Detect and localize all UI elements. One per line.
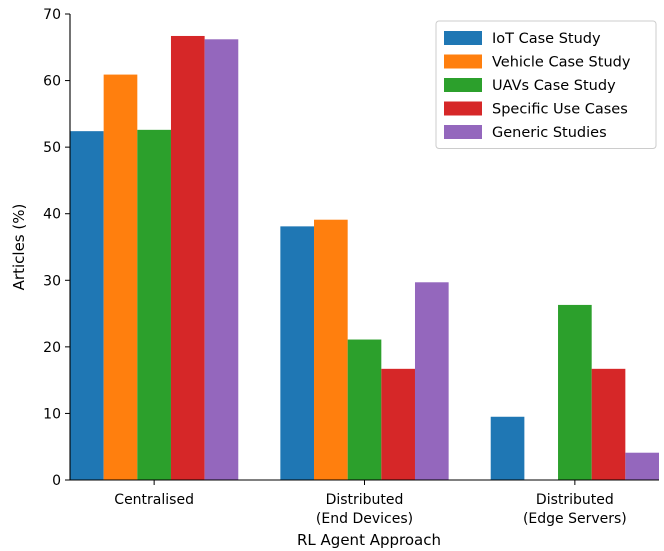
legend-label: Generic Studies: [492, 125, 607, 141]
bar: [137, 129, 171, 480]
legend-box: [435, 20, 657, 149]
bar: [204, 39, 239, 480]
plot-area: [70, 35, 659, 481]
x-tick-label: (Edge Servers): [523, 511, 627, 527]
legend-swatch: [444, 54, 482, 69]
bar: [103, 74, 138, 480]
bar: [558, 304, 592, 480]
x-axis-label: RL Agent Approach: [297, 531, 441, 549]
y-tick-label: 10: [43, 406, 61, 422]
legend-swatch: [444, 101, 482, 116]
x-tick-label: (End Devices): [316, 511, 413, 527]
bar: [591, 368, 626, 480]
x-tick-label: Distributed: [326, 492, 404, 508]
bar: [314, 219, 348, 480]
y-tick-label: 60: [43, 74, 61, 90]
bar: [347, 339, 382, 480]
bar: [490, 416, 525, 480]
x-axis: Centralised Distributed (End Devices) Distr…: [70, 479, 659, 527]
bar: [280, 226, 315, 480]
legend-label: Specific Use Cases: [492, 102, 628, 118]
legend: IoT Case Study Vehicle Case Study UAVs Cas…: [435, 20, 657, 149]
y-axis-label: Articles (%): [10, 204, 28, 291]
legend-label: Vehicle Case Study: [492, 55, 631, 71]
y-tick-label: 40: [43, 207, 61, 223]
legend-swatch: [444, 31, 482, 45]
y-tick-label: 50: [43, 140, 61, 156]
bar: [170, 35, 205, 481]
x-tick-label: Centralised: [114, 492, 194, 508]
y-tick-label: 70: [43, 7, 61, 23]
x-tick-label: Distributed: [536, 492, 614, 508]
legend-swatch: [444, 78, 482, 92]
legend-label: IoT Case Study: [492, 31, 601, 47]
bar: [70, 131, 104, 480]
legend-label: UAVs Case Study: [492, 78, 616, 94]
bar: [414, 282, 449, 480]
legend-swatch: [444, 125, 482, 139]
y-axis: 0 10 20 30 40 50 60 70: [43, 7, 71, 489]
y-tick-label: 30: [43, 273, 61, 289]
y-tick-label: 0: [52, 473, 61, 489]
bar: [381, 368, 415, 480]
y-tick-label: 20: [43, 340, 61, 356]
bar: [625, 452, 659, 480]
